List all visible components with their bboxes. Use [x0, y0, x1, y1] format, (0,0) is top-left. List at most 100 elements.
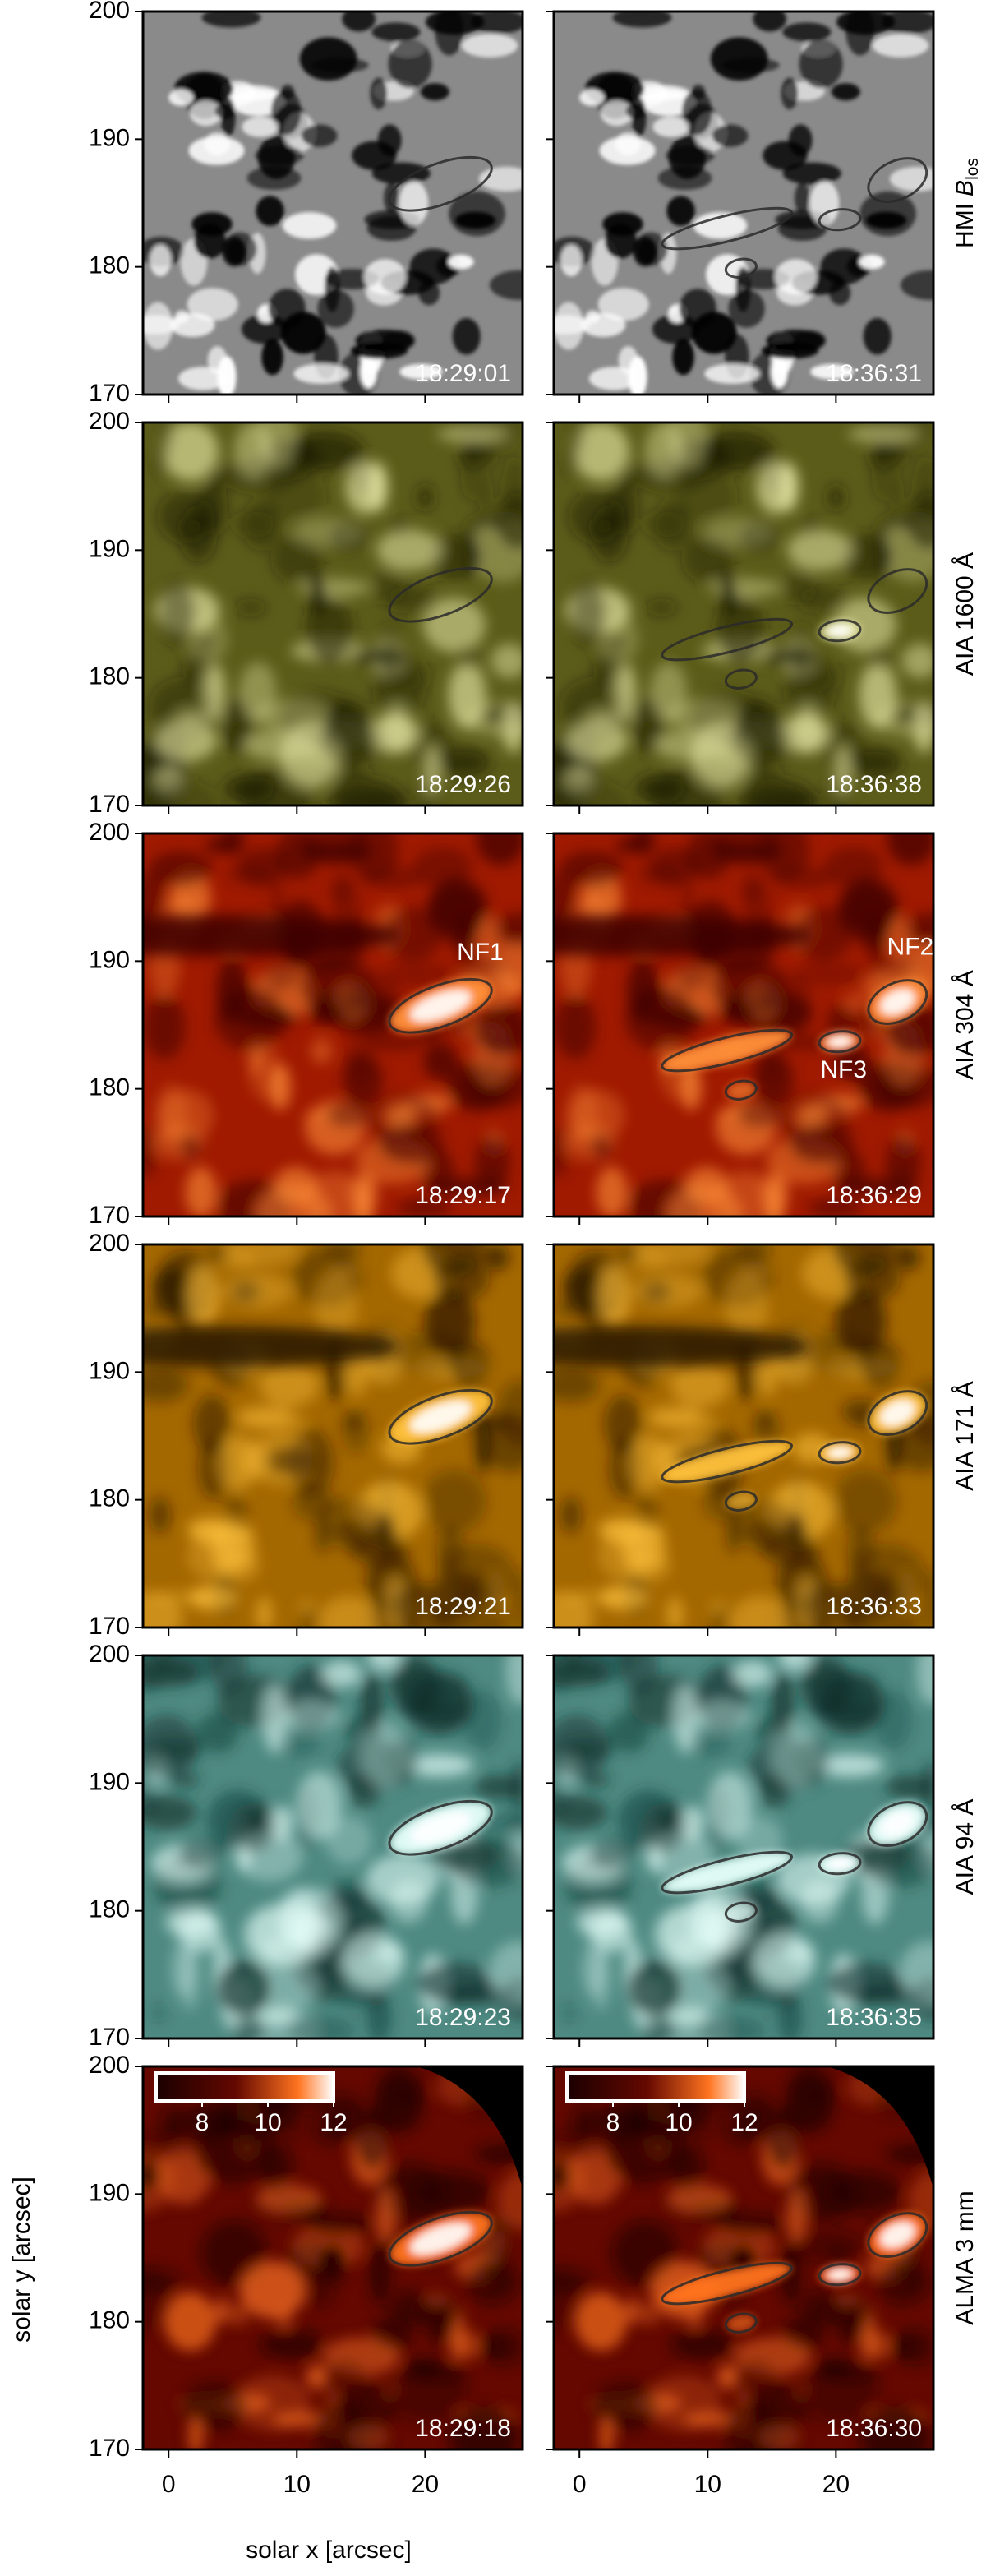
- texture-blob: [147, 1738, 201, 1761]
- texture-blob: [916, 1655, 933, 1706]
- texture-blob: [448, 254, 474, 270]
- texture-blob: [313, 2117, 349, 2144]
- texture-blob: [187, 288, 238, 321]
- texture-blob: [808, 1669, 882, 1701]
- panel-frame: [552, 1243, 935, 1629]
- texture-blob: [379, 620, 402, 680]
- panel-texture: [143, 422, 523, 806]
- contour: [818, 619, 862, 643]
- texture-blob: [168, 89, 194, 106]
- texture-blob: [360, 354, 377, 389]
- texture-blob: [672, 339, 694, 376]
- image-panel: [143, 833, 523, 1216]
- colorbar: [154, 2071, 335, 2103]
- texture-blob: [429, 884, 486, 932]
- texture-blob: [465, 519, 479, 579]
- texture-blob: [377, 124, 402, 156]
- contour: [661, 617, 794, 662]
- texture-blob: [885, 1775, 933, 1799]
- timestamp: 18:36:38: [826, 771, 922, 798]
- texture-blob: [876, 519, 890, 579]
- texture-blob: [264, 963, 298, 991]
- texture-blob: [863, 317, 892, 355]
- texture-blob: [571, 579, 606, 648]
- texture-blob: [822, 2171, 901, 2214]
- contour: [724, 257, 758, 279]
- texture-blob: [174, 310, 189, 324]
- texture-blob: [322, 1660, 362, 1687]
- texture-blob: [210, 1655, 247, 1694]
- panel-texture: [554, 833, 933, 1216]
- y-tick-label: 170: [89, 2435, 130, 2462]
- texture-blob: [164, 2292, 216, 2352]
- texture-blob: [597, 1265, 631, 1327]
- texture-blob: [151, 2004, 167, 2022]
- texture-blob: [510, 1787, 523, 1839]
- contour: [388, 1388, 493, 1445]
- texture-blob: [599, 2416, 614, 2449]
- glow-core: [880, 1400, 915, 1426]
- texture-blob: [422, 598, 486, 653]
- texture-blob: [204, 838, 232, 854]
- texture-blob: [154, 720, 217, 762]
- texture-blob: [489, 270, 523, 300]
- limb-region: [416, 2066, 523, 2190]
- texture-blob: [143, 1784, 158, 1817]
- texture-blob: [756, 461, 798, 515]
- dark-band: [143, 915, 400, 957]
- texture-blob: [161, 422, 219, 481]
- brightening: [661, 1391, 927, 1511]
- texture-blob: [328, 1878, 369, 1910]
- texture-blob: [382, 907, 442, 962]
- texture-blob: [712, 124, 749, 147]
- texture-blob: [350, 342, 408, 359]
- texture-blob: [214, 103, 236, 119]
- texture-blob: [563, 447, 580, 479]
- texture-blob: [313, 1498, 382, 1539]
- texture-blob: [452, 317, 481, 355]
- texture-blob: [368, 715, 420, 753]
- texture-blob: [921, 1569, 933, 1627]
- panel-texture: [143, 1655, 523, 2038]
- row-label: AIA 94 Å: [951, 1799, 979, 1895]
- contour: [724, 1901, 758, 1923]
- brightening: [661, 980, 927, 1100]
- texture-blob: [840, 884, 896, 932]
- y-tick-label: 200: [89, 0, 130, 24]
- texture-blob: [242, 116, 279, 137]
- texture-blob: [777, 215, 827, 241]
- texture-blob: [326, 1101, 372, 1129]
- texture-blob: [301, 124, 338, 147]
- texture-blob: [894, 1244, 920, 1271]
- texture-blob: [568, 490, 625, 543]
- glow: [726, 1081, 757, 1100]
- texture-blob: [848, 1543, 926, 1608]
- texture-blob: [633, 85, 690, 101]
- texture-blob: [187, 1517, 235, 1536]
- glow-core: [880, 2222, 915, 2248]
- texture-blob: [579, 89, 605, 106]
- panel-texture: [554, 422, 933, 806]
- row-label-text: AIA 94 Å: [951, 1799, 979, 1895]
- texture-blob: [234, 2374, 311, 2431]
- texture-blob: [775, 259, 818, 295]
- texture-blob: [827, 1962, 905, 2005]
- contour: [388, 1799, 493, 1856]
- image-panel: [143, 12, 523, 395]
- dark-band: [143, 1326, 400, 1368]
- texture-blob: [216, 1959, 272, 2017]
- y-tick-label: 180: [89, 2307, 130, 2334]
- texture-blob: [491, 644, 523, 678]
- texture-blob: [888, 916, 911, 965]
- texture-blob: [285, 431, 364, 472]
- image-panel: [143, 422, 523, 806]
- texture-blob: [237, 1405, 294, 1424]
- texture-blob: [554, 1784, 569, 1817]
- texture-blob: [804, 1584, 860, 1627]
- texture-blob: [886, 1136, 921, 1190]
- contour: [818, 1852, 862, 1876]
- texture-blob: [766, 2107, 800, 2170]
- texture-blob: [859, 661, 897, 730]
- texture-blob: [502, 702, 523, 754]
- texture-blob: [673, 1684, 698, 1753]
